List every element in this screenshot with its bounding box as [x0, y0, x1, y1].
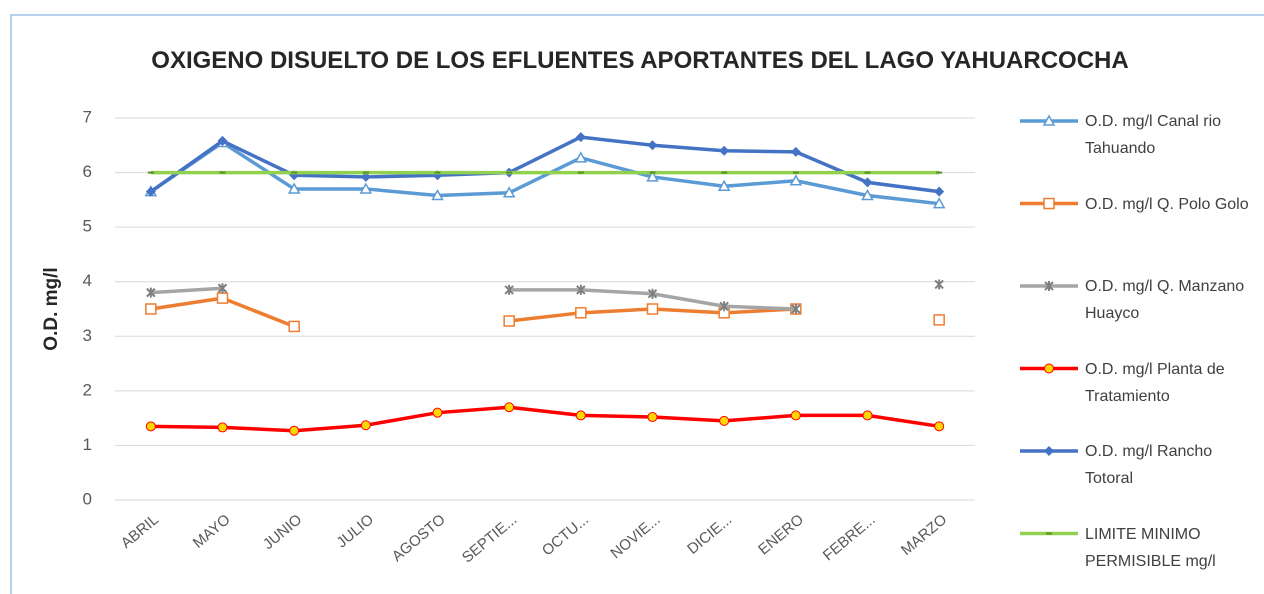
x-tick-label: JULIO: [333, 511, 376, 551]
marker: [789, 174, 803, 186]
marker: [791, 304, 801, 314]
x-tick-label: ABRIL: [118, 511, 162, 552]
legend-marker: [1043, 197, 1055, 210]
marker: [647, 288, 658, 299]
marker: [503, 315, 515, 327]
legend-label: LIMITE MINIMO PERMISIBLE mg/l: [1085, 525, 1216, 570]
marker: [647, 412, 658, 423]
marker: [360, 420, 371, 431]
marker: [288, 320, 300, 333]
x-tick-label: JUNIO: [260, 511, 305, 553]
y-tick-label: 6: [83, 162, 92, 181]
legend-label: O.D. mg/l Canal rio Tahuando: [1085, 113, 1222, 157]
marker: [646, 303, 659, 315]
legend-marker: [1042, 114, 1056, 126]
marker: [647, 140, 658, 151]
x-tick-label: FEBRE...: [820, 511, 879, 564]
y-tick-label: 7: [83, 107, 92, 126]
marker: [359, 182, 373, 194]
legend-marker: [1044, 363, 1054, 374]
marker: [432, 407, 443, 418]
chart-border: [10, 14, 1264, 594]
y-tick-label: 5: [83, 217, 92, 236]
chart-title: OXIGENO DISUELTO DE LOS EFLUENTES APORTA…: [151, 47, 1129, 74]
marker: [146, 287, 156, 298]
x-tick-label: AGOSTO: [389, 511, 449, 565]
y-tick-label: 4: [83, 271, 92, 290]
marker: [504, 402, 515, 413]
y-axis-label: O.D. mg/l: [41, 267, 62, 350]
y-tick-label: 2: [83, 380, 92, 399]
marker: [575, 410, 586, 421]
marker: [790, 410, 801, 421]
series-line: [149, 140, 940, 206]
x-tick-label: ENERO: [755, 511, 807, 558]
marker: [934, 279, 944, 290]
y-tick-label: 3: [83, 326, 92, 345]
marker: [360, 171, 371, 182]
x-tick-label: DICIE...: [684, 511, 735, 558]
x-tick-label: OCTU...: [539, 511, 592, 559]
y-tick-label: 0: [83, 489, 92, 508]
marker: [575, 132, 586, 143]
marker: [790, 146, 801, 157]
legend-label: O.D. mg/l Q. Polo Golo: [1085, 195, 1249, 213]
legend-marker: [1044, 446, 1054, 456]
x-tick-label: MARZO: [898, 511, 950, 559]
x-tick-label: SEPTIE...: [459, 511, 520, 566]
marker: [217, 283, 228, 294]
marker: [217, 422, 228, 433]
marker: [431, 188, 444, 201]
legend-label: O.D. mg/l Planta de Tratamiento: [1085, 360, 1225, 405]
marker: [933, 314, 945, 326]
marker: [145, 186, 156, 197]
marker: [934, 421, 945, 432]
marker: [719, 301, 729, 312]
legend-label: O.D. mg/l Rancho Totoral: [1085, 443, 1213, 487]
marker: [216, 292, 229, 304]
marker: [862, 177, 873, 188]
marker: [719, 415, 730, 426]
marker: [575, 307, 587, 319]
series-line: [150, 405, 940, 433]
marker: [932, 197, 946, 209]
marker: [934, 186, 945, 197]
marker: [861, 188, 874, 201]
x-tick-label: NOVIE...: [607, 511, 663, 562]
marker: [574, 151, 588, 163]
marker: [289, 425, 300, 436]
marker: [145, 303, 157, 315]
marker: [145, 421, 156, 432]
marker: [717, 179, 731, 191]
legend-label: O.D. mg/l Q. Manzano Huayco: [1085, 278, 1245, 322]
y-tick-label: 1: [83, 435, 92, 454]
marker: [646, 170, 659, 182]
marker: [287, 182, 301, 194]
marker: [862, 410, 873, 421]
marker: [217, 135, 228, 146]
marker: [719, 145, 730, 156]
marker: [502, 186, 516, 198]
series-line: [149, 135, 940, 194]
marker: [504, 284, 514, 295]
legend-marker: [1044, 281, 1054, 291]
x-tick-label: MAYO: [190, 511, 234, 552]
marker: [576, 284, 586, 295]
series-line: [150, 286, 223, 295]
